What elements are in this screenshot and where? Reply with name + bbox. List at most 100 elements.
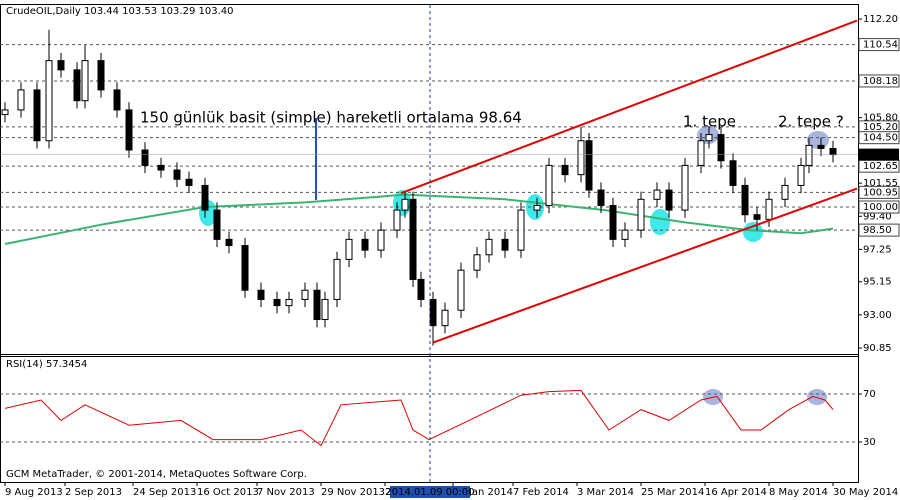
level-box xyxy=(858,200,900,214)
touch-marker xyxy=(743,222,763,242)
candle-body xyxy=(321,298,329,320)
candle-body xyxy=(765,198,773,220)
level-label: 104.50 xyxy=(863,133,898,144)
candle-body xyxy=(361,238,369,251)
level-label: 100.95 xyxy=(863,187,898,198)
level-label: 108.18 xyxy=(863,76,898,87)
level-label: 105.20 xyxy=(863,122,898,133)
x-tick-label: 16 Oct 2013 xyxy=(197,487,259,498)
level-box xyxy=(858,223,900,237)
candle-body xyxy=(717,134,725,162)
peak-marker xyxy=(807,389,827,405)
level-box xyxy=(858,131,900,145)
level-label: 100.00 xyxy=(863,202,898,213)
level-label: 102.65 xyxy=(863,161,898,172)
footer: GCM MetaTrader, © 2001-2014, MetaQuotes … xyxy=(6,469,307,480)
candle-body xyxy=(753,214,761,220)
candle-body xyxy=(473,254,481,271)
rsi-line xyxy=(4,389,834,447)
level-box xyxy=(858,74,900,88)
x-tick-label: 29 Nov 2013 xyxy=(321,487,385,498)
x-tick-label: 16 Apr 2014 xyxy=(705,487,767,498)
candle-body xyxy=(409,198,417,280)
candle-body xyxy=(57,60,65,71)
x-tick-label: 8 May 2014 xyxy=(769,487,828,498)
moving-average xyxy=(4,193,834,245)
level-label: 110.54 xyxy=(863,40,898,51)
x-tick-label: 30 May 2014 xyxy=(833,487,898,498)
candle-body xyxy=(621,229,629,240)
candle-body xyxy=(301,289,309,300)
x-tick-label: 25 Mar 2014 xyxy=(641,487,704,498)
touch-marker xyxy=(650,209,670,235)
y-tick-label: 70 xyxy=(863,389,876,400)
candle-body xyxy=(201,184,209,211)
level-box xyxy=(858,38,900,52)
chart-title: CrudeOIL,Daily 103.44 103.53 103.29 103.… xyxy=(6,6,233,17)
candle-body xyxy=(333,258,341,300)
candle-body xyxy=(417,278,425,300)
y-tick-label: 93.00 xyxy=(863,310,892,321)
peak-marker xyxy=(807,131,829,149)
candle-body xyxy=(225,238,233,247)
candle-body xyxy=(561,164,569,176)
candle-body xyxy=(517,209,525,251)
candle-body xyxy=(157,164,165,171)
candle-body xyxy=(17,89,25,111)
candle-body xyxy=(533,204,541,211)
candle-body xyxy=(597,189,605,206)
candle-body xyxy=(401,198,409,211)
candle-body xyxy=(257,289,265,300)
candle-body xyxy=(545,164,553,206)
candle-body xyxy=(609,204,617,240)
candle-body xyxy=(97,60,105,91)
marker-layer xyxy=(199,118,829,405)
candle-body xyxy=(73,69,81,102)
candle-body xyxy=(393,209,401,231)
candle-body xyxy=(637,198,645,231)
trend-line xyxy=(432,187,858,344)
candle-body xyxy=(429,298,437,327)
trend-line xyxy=(400,19,858,195)
candle-body xyxy=(665,189,673,211)
y-tick-label: 97.25 xyxy=(863,244,892,255)
current-price-box xyxy=(859,148,899,161)
candle-body xyxy=(173,169,181,180)
x-tick-label: 16 Jan 2014 xyxy=(453,487,513,498)
candle-body xyxy=(485,238,493,256)
candle-body xyxy=(797,164,805,186)
candle-body xyxy=(681,164,689,211)
x-tick-label: 2 Sep 2013 xyxy=(65,487,122,498)
candle-body xyxy=(241,245,249,291)
candle-body xyxy=(741,184,749,216)
candle-body xyxy=(185,178,193,186)
y-tick-label: 105.80 xyxy=(863,113,898,124)
candle-body xyxy=(273,298,281,307)
candle-body xyxy=(313,289,321,320)
x-tick-label: 9 Aug 2013 xyxy=(5,487,63,498)
y-tick-label: 99.40 xyxy=(863,211,892,222)
y-tick-label: 90.85 xyxy=(863,343,892,354)
crosshair-label: 2014.01.09 00:00 xyxy=(385,487,474,498)
candle-body xyxy=(697,140,705,166)
candle-body xyxy=(781,184,789,200)
candle-body xyxy=(501,238,509,251)
candle-body xyxy=(33,89,41,142)
level-label: 98.50 xyxy=(863,225,892,236)
candle-body xyxy=(729,160,737,186)
x-tick-label: 3 Mar 2014 xyxy=(577,487,634,498)
y-tick-label: 95.15 xyxy=(863,277,892,288)
candle-body xyxy=(817,144,825,149)
candle-body xyxy=(113,89,121,111)
candle-body xyxy=(705,134,713,142)
candle-body xyxy=(577,140,585,176)
candle-body xyxy=(285,298,293,307)
ma-annotation: 150 günlük basit (simple) hareketli orta… xyxy=(140,109,522,127)
candle-body xyxy=(653,189,661,200)
candle-body xyxy=(585,140,593,191)
frame xyxy=(0,4,859,483)
candle-body xyxy=(345,238,353,260)
current-price-label: 103.40 xyxy=(863,150,898,161)
candle-body xyxy=(141,149,149,166)
